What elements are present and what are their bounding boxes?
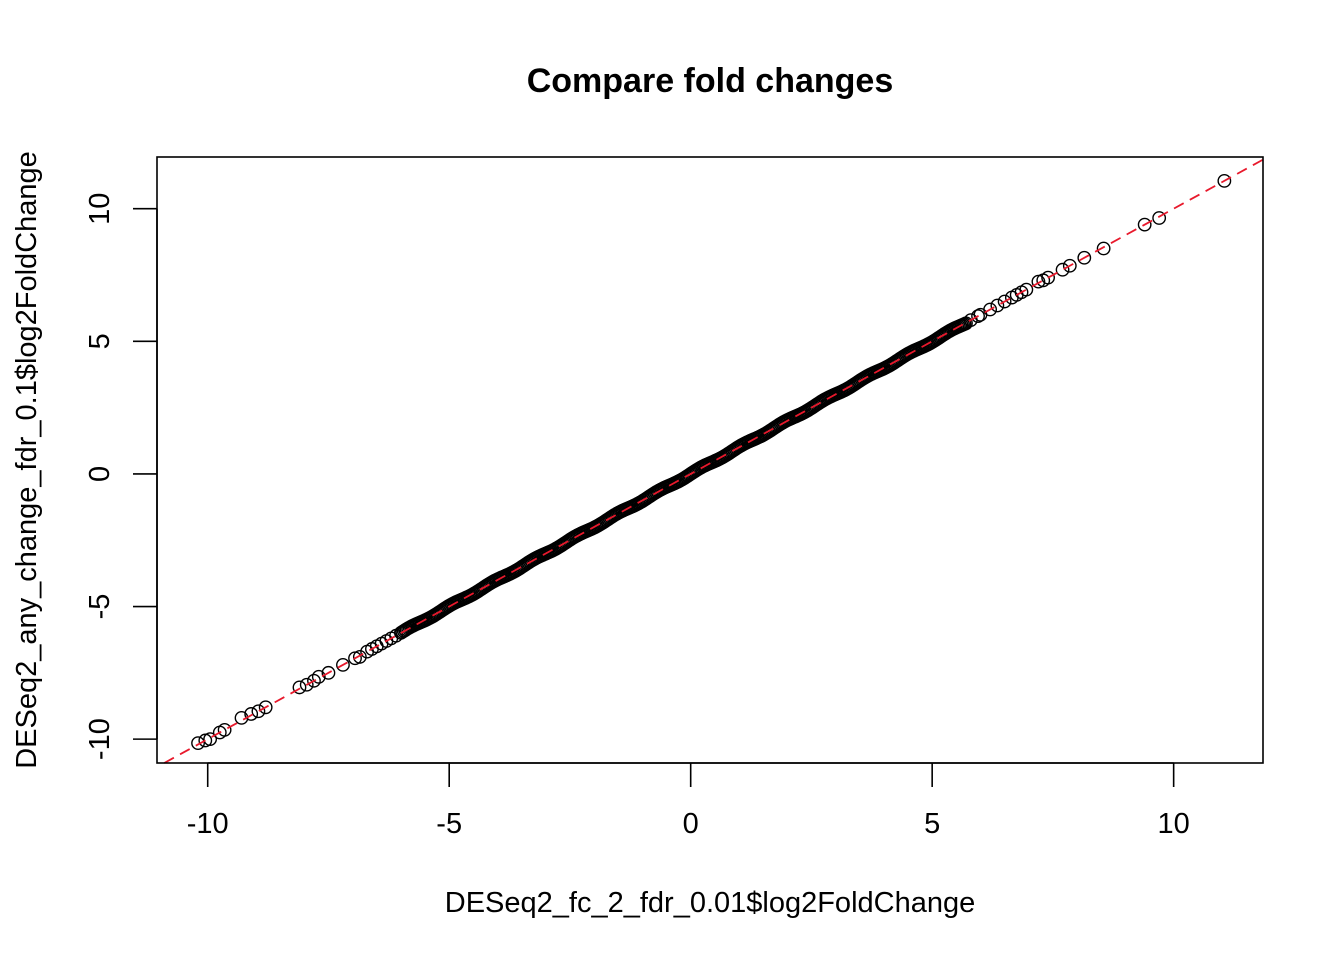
data-point (1152, 211, 1167, 225)
x-tick-label: -10 (187, 808, 229, 840)
data-point (959, 316, 973, 331)
data-point (321, 665, 336, 680)
x-tick-label: 0 (683, 808, 699, 840)
data-point (1217, 173, 1232, 188)
chart-title: Compare fold changes (527, 62, 894, 100)
y-tick-label: 0 (84, 466, 116, 482)
data-point (1019, 282, 1034, 297)
y-tick-label: -10 (84, 718, 116, 760)
data-point (1062, 258, 1077, 273)
data-point (217, 722, 232, 737)
data-point (1137, 217, 1152, 232)
y-axis: -10 -5 0 5 10 (84, 193, 158, 760)
data-point (336, 657, 350, 672)
x-axis: -10 -5 0 5 10 (187, 762, 1190, 840)
x-tick-label: 5 (924, 808, 940, 840)
y-tick-label: -5 (84, 594, 116, 620)
data-point (244, 707, 259, 721)
y-tick-label: 5 (84, 333, 116, 349)
data-point (1077, 250, 1092, 265)
y-axis-label: DESeq2_any_change_fdr_0.1$log2FoldChange (11, 151, 43, 769)
data-point (990, 298, 1005, 313)
data-point (352, 650, 367, 664)
data-point (292, 680, 307, 695)
data-point (1055, 262, 1070, 277)
y-tick-label: 10 (84, 193, 116, 225)
data-point (299, 677, 314, 692)
data-point (251, 704, 266, 719)
data-point (983, 302, 998, 317)
data-point (997, 294, 1012, 309)
x-axis-label: DESeq2_fc_2_fdr_0.01$log2FoldChange (445, 887, 975, 919)
reference-line (163, 158, 1264, 764)
data-point (191, 736, 205, 751)
data-point (971, 309, 985, 324)
data-point (258, 700, 273, 715)
x-tick-label: -5 (436, 808, 462, 840)
plot-area (163, 158, 1264, 764)
x-tick-label: 10 (1158, 808, 1190, 840)
data-point (311, 669, 326, 684)
data-point (307, 673, 321, 688)
data-point (1096, 241, 1111, 256)
data-point (1041, 270, 1055, 285)
data-point (203, 732, 218, 747)
